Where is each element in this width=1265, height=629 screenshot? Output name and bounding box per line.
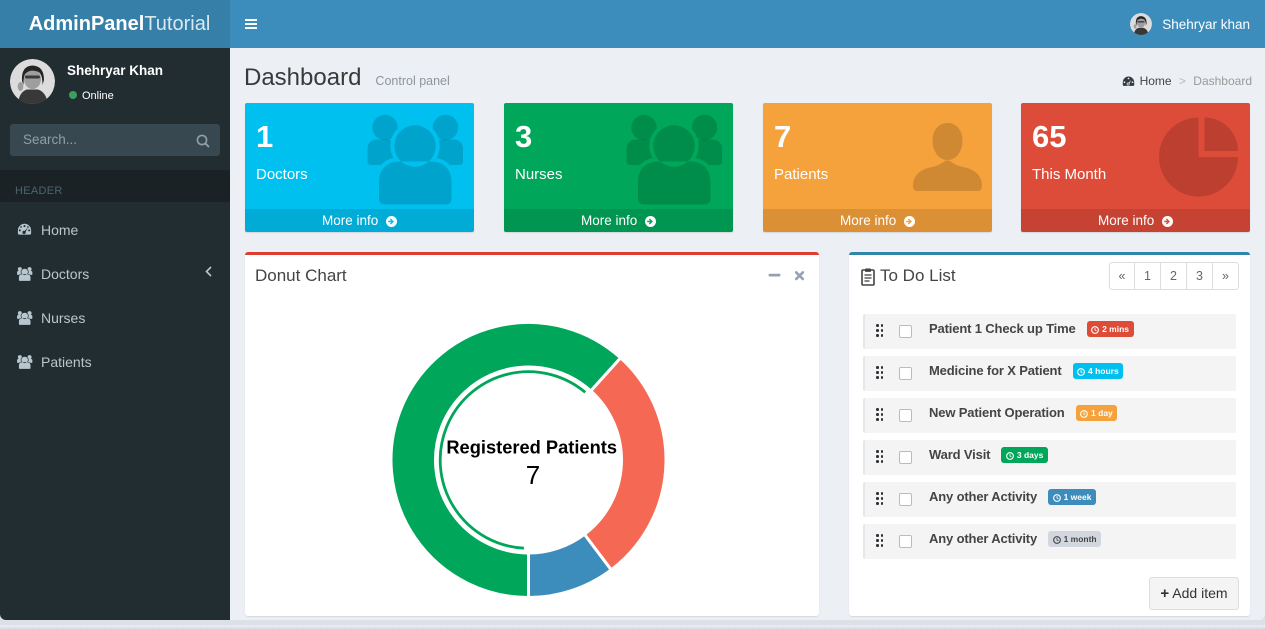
svg-text:Registered Patients: Registered Patients [446,437,617,458]
svg-text:7: 7 [526,460,540,490]
